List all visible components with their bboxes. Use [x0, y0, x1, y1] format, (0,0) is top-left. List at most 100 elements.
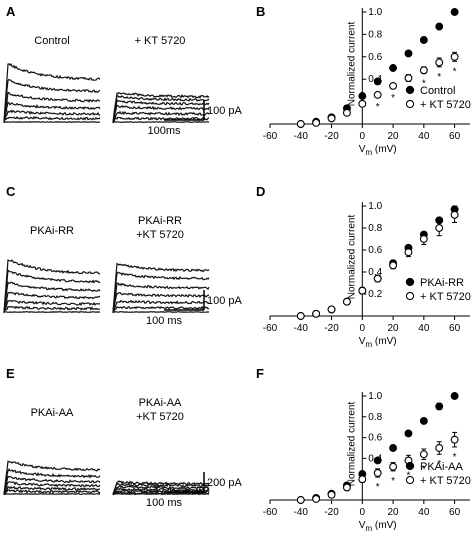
data-point-filled: [358, 92, 367, 100]
x-tick-label: -40: [294, 323, 309, 334]
condition-label-left: PKAi-RR: [30, 225, 74, 237]
y-tick-label: 0.8: [368, 29, 382, 40]
x-tick-label: 20: [388, 507, 400, 518]
current-trace: [112, 484, 210, 496]
data-point-open: [389, 261, 398, 270]
data-point-filled: [373, 456, 382, 465]
condition-label-right: PKAi-RR: [138, 215, 182, 227]
legend-label: + KT 5720: [420, 99, 471, 111]
x-tick-label: 0: [360, 131, 366, 142]
legend-label: + KT 5720: [420, 475, 471, 487]
current-trace: [3, 460, 101, 496]
significance-star: *: [391, 93, 395, 104]
current-trace: [3, 481, 101, 495]
data-point-open: [327, 490, 336, 499]
data-point-filled: [389, 444, 398, 452]
current-trace: [3, 489, 101, 495]
current-trace: [3, 305, 101, 313]
current-trace: [3, 91, 101, 122]
current-trace: [3, 78, 101, 124]
significance-star: *: [422, 79, 426, 90]
x-tick-label: 0: [360, 323, 366, 334]
current-trace: [3, 63, 101, 122]
data-point-filled: [389, 64, 398, 72]
x-axis-label: Vm (mV): [359, 144, 397, 157]
legend-marker: [405, 85, 415, 95]
current-trace: [112, 480, 210, 495]
x-tick-label: -40: [294, 131, 309, 142]
data-point-open: [373, 90, 382, 99]
x-tick-label: 60: [449, 131, 461, 142]
condition-label-right: +KT 5720: [136, 411, 184, 423]
legend-marker: [405, 99, 415, 109]
legend-label: Control: [420, 85, 455, 97]
current-trace: [112, 262, 210, 313]
current-trace: [112, 487, 210, 495]
scale-bar-time-label: 100 ms: [146, 315, 183, 327]
data-point-open: [296, 120, 305, 128]
scale-bar-time-label: 100 ms: [146, 497, 183, 509]
current-trace: [112, 299, 210, 313]
x-axis-label: Vm (mV): [359, 336, 397, 349]
data-point-open: [435, 224, 444, 232]
current-trace: [112, 311, 210, 313]
y-tick-label: 0.8: [368, 412, 382, 423]
x-tick-label: 40: [418, 323, 430, 334]
data-point-filled: [373, 77, 382, 86]
data-point-filled: [450, 8, 459, 16]
current-trace: [3, 259, 101, 313]
scale-bar-current-label: 100 pA: [207, 295, 243, 307]
panel-label-e: E: [6, 366, 15, 381]
data-point-open: [419, 66, 428, 75]
data-point-open: [450, 52, 459, 61]
current-trace: [112, 490, 210, 496]
x-tick-label: -20: [324, 131, 339, 142]
current-trace: [3, 311, 101, 313]
data-point-open: [373, 469, 382, 477]
x-tick-label: 40: [418, 131, 430, 142]
legend-label: PKAi-RR: [420, 277, 464, 289]
y-axis-label: Normalized current: [346, 22, 357, 107]
significance-star: *: [437, 72, 441, 83]
y-tick-label: 0.6: [368, 52, 382, 63]
significance-star: *: [422, 464, 426, 475]
x-tick-label: -60: [263, 507, 278, 518]
current-trace: [3, 485, 100, 495]
current-trace: [3, 493, 101, 495]
data-point-open: [450, 210, 459, 219]
legend-marker: [405, 277, 415, 287]
y-tick-label: 1.0: [368, 201, 382, 212]
y-tick-label: 0.4: [368, 267, 382, 278]
data-point-open: [389, 462, 398, 471]
condition-label-right: +KT 5720: [136, 229, 184, 241]
data-point-open: [358, 286, 367, 295]
data-point-open: [419, 450, 428, 459]
current-trace: [112, 110, 210, 122]
y-axis-label: Normalized current: [346, 215, 357, 300]
significance-star: *: [453, 66, 457, 77]
data-point-open: [327, 114, 336, 123]
data-point-filled: [404, 429, 413, 438]
legend-marker: [405, 461, 415, 471]
current-trace: [112, 305, 210, 314]
current-trace: [112, 95, 210, 123]
x-tick-label: 0: [360, 507, 366, 518]
data-point-open: [327, 305, 336, 314]
current-trace: [112, 121, 209, 123]
x-axis-label: Vm (mV): [359, 520, 397, 533]
x-tick-label: 60: [449, 507, 461, 518]
legend-label: PKAi-AA: [420, 461, 463, 473]
trace-panel-a: A Control + KT 5720 100 pA 100ms: [3, 4, 243, 137]
current-trace: [3, 269, 101, 314]
current-trace: [112, 291, 210, 313]
condition-label-left: PKAi-AA: [31, 407, 74, 419]
current-trace: [3, 109, 101, 122]
x-tick-label: -40: [294, 507, 309, 518]
significance-star: *: [376, 482, 380, 493]
x-tick-label: 40: [418, 507, 430, 518]
x-tick-label: 60: [449, 323, 461, 334]
data-point-filled: [404, 49, 413, 58]
current-trace: [3, 101, 101, 122]
